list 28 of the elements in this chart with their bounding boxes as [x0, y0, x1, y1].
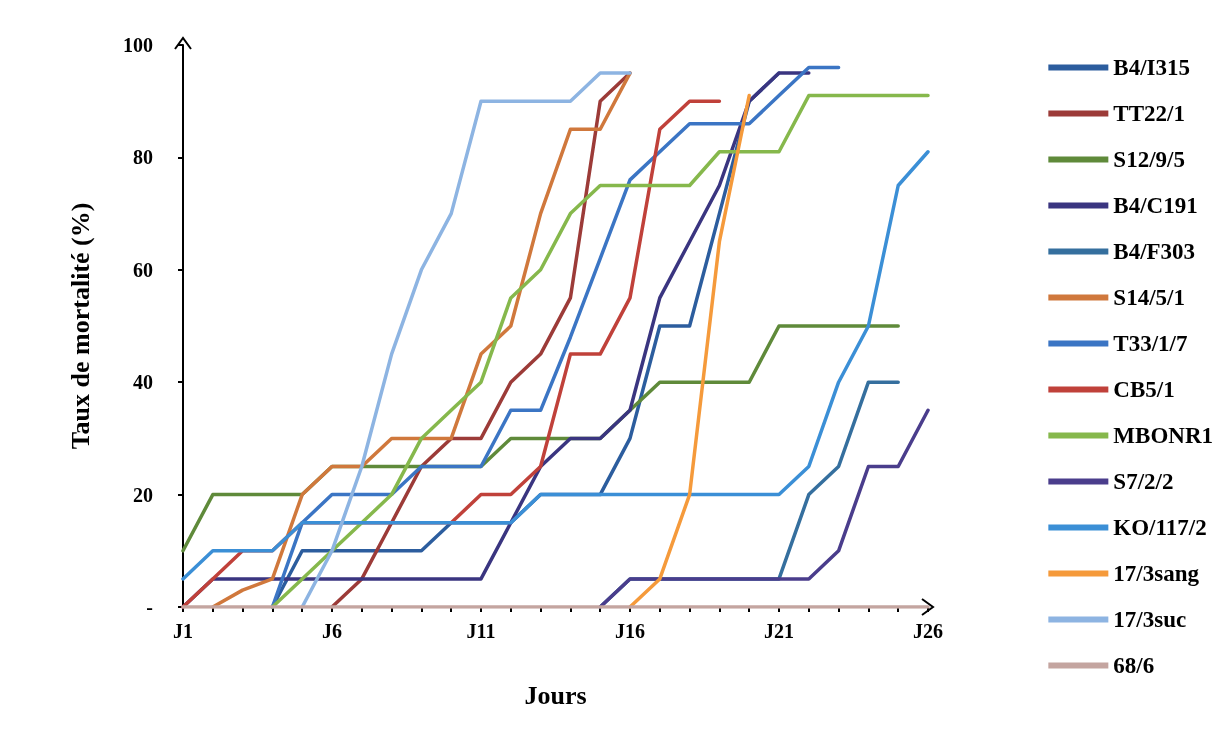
- legend-label: S7/2/2: [1113, 469, 1174, 494]
- y-tick-label: 40: [133, 371, 153, 394]
- y-tick-label: 20: [133, 483, 153, 506]
- legend-label: B4/I315: [1113, 55, 1191, 80]
- x-tick-label: J21: [764, 620, 794, 642]
- x-tick-label: J26: [913, 620, 943, 642]
- legend-label: S12/9/5: [1113, 147, 1185, 172]
- legend-label: KO/117/2: [1113, 515, 1207, 540]
- x-axis-title: Jours: [524, 680, 587, 710]
- legend-label: CB5/1: [1113, 377, 1175, 402]
- x-tick-label: J16: [615, 620, 645, 642]
- legend-label: MBONR1: [1113, 423, 1214, 448]
- y-axis-title: Taux de mortalité (%): [65, 202, 95, 450]
- x-tick-label: J11: [466, 620, 496, 642]
- legend-label: S14/5/1: [1113, 285, 1185, 310]
- legend-label: 68/6: [1113, 653, 1155, 678]
- legend-label: 17/3sang: [1113, 561, 1200, 586]
- legend-label: TT22/1: [1113, 101, 1185, 126]
- legend-label: T33/1/7: [1113, 331, 1188, 356]
- legend-label: B4/C191: [1113, 193, 1198, 218]
- y-tick-label: 80: [133, 146, 153, 169]
- y-tick-label: 60: [133, 258, 153, 281]
- x-tick-label: J1: [173, 620, 193, 642]
- legend-label: B4/F303: [1113, 239, 1196, 264]
- y-tick-label: -: [146, 596, 153, 618]
- y-tick-label: 100: [123, 34, 153, 56]
- legend-label: 17/3suc: [1113, 607, 1187, 632]
- x-tick-label: J6: [322, 620, 342, 642]
